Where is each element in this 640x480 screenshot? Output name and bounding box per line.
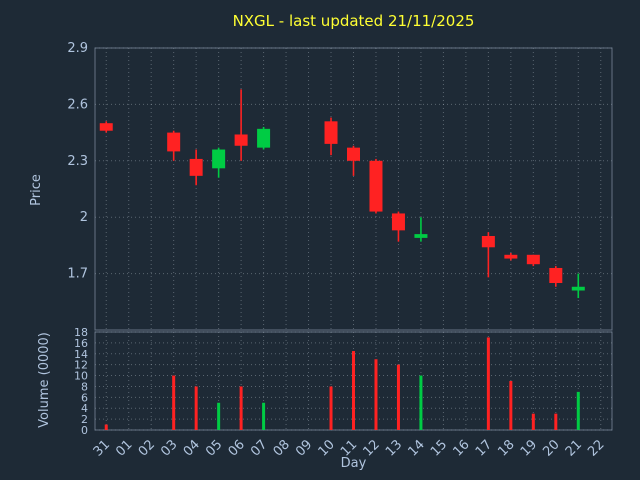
candle-body (504, 254, 518, 259)
volume-bar (509, 381, 513, 430)
candle-body (324, 121, 338, 144)
volume-bar (104, 424, 108, 430)
price-tick-label: 2.6 (67, 97, 88, 112)
candle-body (369, 160, 383, 212)
volume-tick-label: 16 (74, 337, 88, 350)
price-tick-label: 1.7 (67, 267, 88, 282)
volume-tick-label: 10 (74, 370, 88, 383)
volume-bar (374, 359, 378, 430)
candle-body (212, 149, 226, 169)
candle-body (481, 236, 495, 248)
volume-bar (531, 413, 535, 430)
volume-bar (576, 391, 580, 430)
volume-bar (172, 375, 176, 430)
volume-tick-label: 2 (81, 413, 88, 426)
volume-tick-label: 6 (81, 391, 88, 404)
volume-bar (396, 364, 400, 430)
price-tick-label: 2 (80, 210, 88, 225)
price-tick-label: 2.9 (67, 41, 88, 56)
candle-body (414, 234, 428, 238)
volume-axis-label: Volume (0000) (37, 332, 52, 428)
volume-bar (262, 402, 266, 430)
volume-bar (486, 337, 490, 430)
candle-body (234, 134, 248, 146)
candle-body (189, 158, 203, 176)
candle-body (571, 286, 585, 291)
volume-tick-label: 14 (74, 348, 88, 361)
volume-bar (239, 386, 243, 430)
volume-bar (194, 386, 198, 430)
candle-body (99, 123, 113, 131)
volume-bar (352, 351, 355, 430)
price-tick-label: 2.3 (67, 154, 88, 169)
candle-body (347, 147, 360, 161)
price-axis-label: Price (29, 174, 44, 206)
volume-bar (554, 413, 558, 430)
volume-bar (329, 386, 333, 430)
candle-body (167, 132, 181, 152)
volume-tick-label: 8 (81, 380, 88, 393)
volume-bar (217, 402, 221, 430)
volume-tick-label: 4 (81, 402, 88, 415)
chart-title: NXGL - last updated 21/11/2025 (232, 12, 475, 30)
candle-body (391, 213, 405, 231)
panel-border (94, 47, 613, 331)
candle-body (526, 254, 540, 265)
volume-tick-label: 18 (74, 326, 88, 339)
volume-tick-label: 0 (81, 424, 88, 437)
volume-bar (419, 375, 423, 430)
x-axis-label: Day (340, 456, 367, 471)
candle-body (549, 267, 563, 283)
candle-body (257, 128, 271, 148)
volume-tick-label: 12 (74, 359, 88, 372)
